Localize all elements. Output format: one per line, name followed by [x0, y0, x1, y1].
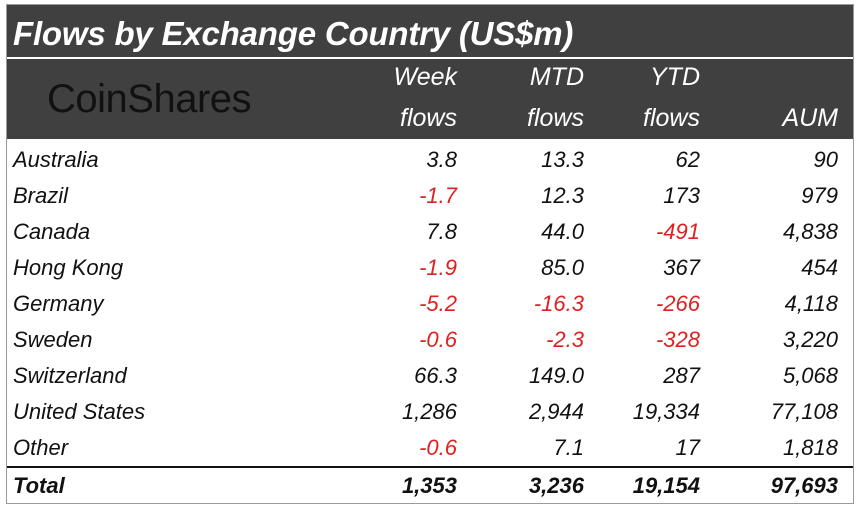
- header-ytd-line1: YTD: [650, 63, 700, 91]
- country-name: United States: [13, 399, 146, 424]
- country-name: Sweden: [13, 327, 93, 352]
- table-row: Sweden -0.6 -2.3 -328 3,220: [7, 322, 853, 358]
- aum-value: 1,818: [782, 435, 838, 460]
- week-flows: 66.3: [414, 363, 457, 388]
- week-flows: -1.9: [419, 255, 457, 280]
- ytd-flows: 367: [663, 255, 700, 280]
- total-label: Total: [13, 473, 65, 498]
- ytd-flows: 62: [675, 147, 700, 172]
- flows-table: Flows by Exchange Country (US$m) CoinSha…: [6, 4, 854, 504]
- header-week-line2: flows: [400, 104, 457, 132]
- week-flows: 3.8: [426, 147, 457, 172]
- aum-value: 4,838: [782, 219, 838, 244]
- aum-value: 454: [801, 255, 838, 280]
- aum-value: 979: [801, 183, 838, 208]
- total-divider: [7, 466, 853, 468]
- aum-value: 5,068: [782, 363, 838, 388]
- table-row: Hong Kong -1.9 85.0 367 454: [7, 250, 853, 286]
- aum-value: 77,108: [770, 399, 838, 424]
- week-flows: 7.8: [426, 219, 457, 244]
- total-week-flows: 1,353: [401, 473, 457, 498]
- week-flows: 1,286: [401, 399, 457, 424]
- country-name: Australia: [13, 147, 99, 172]
- mtd-flows: 7.1: [553, 435, 584, 460]
- total-ytd-flows: 19,154: [632, 473, 700, 498]
- country-name: Other: [13, 435, 69, 460]
- country-name: Switzerland: [13, 363, 127, 388]
- mtd-flows: -2.3: [546, 327, 584, 352]
- ytd-flows: -328: [655, 327, 700, 352]
- ytd-flows: 17: [675, 435, 700, 460]
- ytd-flows: -491: [655, 219, 700, 244]
- mtd-flows: 13.3: [541, 147, 584, 172]
- mtd-flows: 149.0: [528, 363, 584, 388]
- mtd-flows: 85.0: [541, 255, 584, 280]
- header-mtd-line2: flows: [527, 104, 584, 132]
- table-row: Canada 7.8 44.0 -491 4,838: [7, 214, 853, 250]
- table-title: Flows by Exchange Country (US$m): [13, 15, 574, 52]
- table-row: Germany -5.2 -16.3 -266 4,118: [7, 286, 853, 322]
- title-divider: [7, 57, 853, 59]
- header-mtd-line1: MTD: [529, 63, 584, 91]
- table-row: Australia 3.8 13.3 62 90: [7, 142, 853, 178]
- aum-value: 3,220: [782, 327, 838, 352]
- header-week-line1: Week: [393, 63, 457, 91]
- week-flows: -0.6: [419, 435, 457, 460]
- ytd-flows: -266: [655, 291, 700, 316]
- table-row: United States 1,286 2,944 19,334 77,108: [7, 394, 853, 430]
- mtd-flows: -16.3: [533, 291, 584, 316]
- mtd-flows: 12.3: [541, 183, 584, 208]
- country-name: Germany: [13, 291, 104, 316]
- ytd-flows: 19,334: [632, 399, 700, 424]
- country-name: Canada: [13, 219, 91, 244]
- aum-value: 4,118: [784, 291, 838, 316]
- table-header: Flows by Exchange Country (US$m) CoinSha…: [7, 5, 853, 139]
- total-aum: 97,693: [770, 473, 838, 498]
- table-row: Other -0.6 7.1 17 1,818: [7, 430, 853, 466]
- aum-value: 90: [813, 147, 838, 172]
- week-flows: -1.7: [419, 183, 457, 208]
- header-ytd-line2: flows: [643, 104, 700, 132]
- country-name: Hong Kong: [13, 255, 124, 280]
- header-aum-line2: AUM: [782, 104, 838, 132]
- mtd-flows: 44.0: [541, 219, 584, 244]
- total-mtd-flows: 3,236: [528, 473, 584, 498]
- country-name: Brazil: [13, 183, 69, 208]
- mtd-flows: 2,944: [528, 399, 584, 424]
- table-row: Switzerland 66.3 149.0 287 5,068: [7, 358, 853, 394]
- ytd-flows: 287: [663, 363, 700, 388]
- week-flows: -0.6: [419, 327, 457, 352]
- week-flows: -5.2: [419, 291, 457, 316]
- total-row: Total 1,353 3,236 19,154 97,693: [7, 468, 853, 504]
- table-row: Brazil -1.7 12.3 173 979: [7, 178, 853, 214]
- ytd-flows: 173: [663, 183, 700, 208]
- coinshares-logo: CoinShares: [47, 77, 252, 121]
